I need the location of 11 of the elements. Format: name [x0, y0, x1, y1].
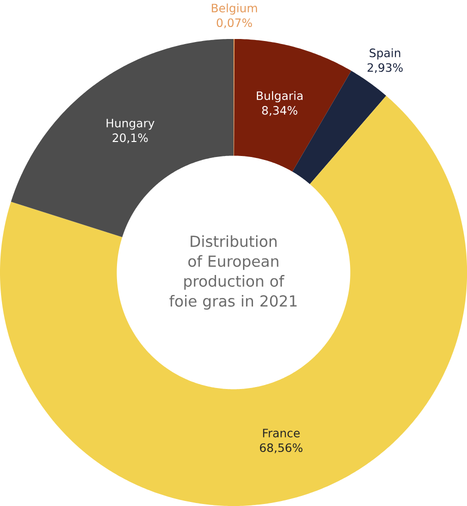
data-label: 20,1% [112, 133, 148, 144]
data-label: 8,34% [262, 106, 298, 116]
data-label: 0,07% [216, 18, 252, 28]
slice-label: Hungary [106, 118, 154, 130]
slice-label: Bulgaria [256, 91, 302, 102]
data-label: 2,93% [368, 63, 403, 74]
data-label: 68,56% [260, 443, 302, 454]
text: Distribution of European production of foie gras in 2021 [169, 235, 297, 310]
slice-label: France [263, 428, 300, 438]
slice-label: Belgium [212, 3, 257, 15]
slice-label: Spain [370, 48, 400, 60]
